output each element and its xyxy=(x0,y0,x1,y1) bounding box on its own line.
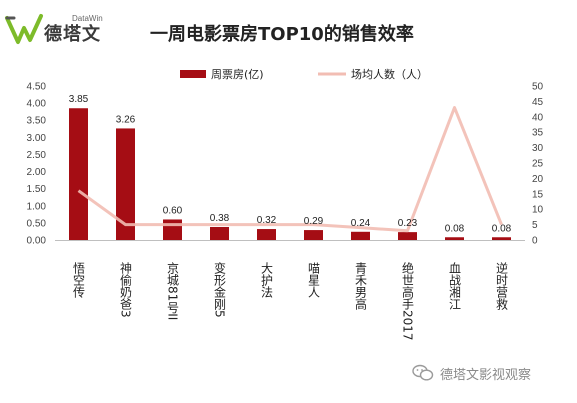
right-axis-tick-label: 0 xyxy=(532,236,538,247)
logo-english-name: DataWin xyxy=(72,14,103,23)
right-axis-tick-label: 20 xyxy=(532,174,544,185)
data-labels: 3.85 3.26 0.60 0.38 0.32 0.29 0.24 0.23 0.08 0.08 xyxy=(69,94,512,234)
line-series-path xyxy=(77,106,503,233)
bar-data-label: 0.08 xyxy=(492,223,512,234)
category-label: 逆时营救 xyxy=(495,261,509,310)
bar-data-label: 0.23 xyxy=(398,218,418,229)
legend-line-label: 场均人数（人） xyxy=(351,67,428,81)
left-axis-tick-label: 0.50 xyxy=(27,218,47,229)
bar-data-label: 3.85 xyxy=(69,94,89,105)
right-axis-tick-label: 45 xyxy=(532,97,544,108)
bar-data-label: 0.38 xyxy=(210,213,230,224)
category-label: 血战湘江 xyxy=(448,262,462,310)
left-axis-tick-label: 1.00 xyxy=(27,201,47,212)
legend-bar-label: 周票房(亿) xyxy=(211,68,264,81)
category-label: 绝世高手2017 xyxy=(401,261,415,341)
category-label: 大护法 xyxy=(260,262,274,298)
logo: DataWin 德塔文 xyxy=(4,8,114,48)
bar xyxy=(398,232,417,240)
wechat-icon xyxy=(412,364,434,381)
right-axis-tick-label: 50 xyxy=(532,82,544,93)
bar xyxy=(69,108,88,240)
bar xyxy=(257,229,276,240)
bar xyxy=(304,230,323,240)
left-axis-tick-label: 3.00 xyxy=(27,133,47,144)
category-label: 京城81号II xyxy=(166,262,180,321)
bar xyxy=(116,128,135,240)
bar-data-label: 0.29 xyxy=(304,216,324,227)
right-axis-tick-label: 40 xyxy=(532,112,544,123)
left-axis-tick-label: 2.50 xyxy=(27,150,47,161)
category-label: 青禾男高 xyxy=(354,262,368,311)
bar-data-label: 0.32 xyxy=(257,215,277,226)
bar-data-label: 0.60 xyxy=(163,205,183,216)
right-axis-tick-label: 25 xyxy=(532,159,544,170)
legend: 周票房(亿) 场均人数（人） xyxy=(180,67,428,81)
category-label: 神偷奶爸3 xyxy=(119,262,133,318)
left-axis-tick-label: 4.50 xyxy=(27,82,47,93)
watermark-text: 德塔文影视观察 xyxy=(440,367,532,383)
category-label: 喵星人 xyxy=(307,262,321,298)
right-axis-tick-label: 5 xyxy=(532,220,538,231)
category-labels: 悟空传 神偷奶爸3 京城81号II 变形金刚5 大护法 喵星人 青禾男高 绝世高手2017 血战… xyxy=(72,261,509,341)
right-axis-tick-label: 30 xyxy=(532,143,544,154)
datawin-logo-icon xyxy=(5,14,43,44)
bar xyxy=(210,226,229,240)
category-label: 变形金刚5 xyxy=(213,261,227,318)
left-axis-tick-label: 2.00 xyxy=(27,167,47,178)
logo-chinese-name: 德塔文 xyxy=(44,24,101,45)
line-series xyxy=(77,106,503,233)
bar xyxy=(445,237,464,240)
bar-data-label: 3.26 xyxy=(116,114,136,125)
legend-bar-swatch xyxy=(180,70,206,78)
bar-series xyxy=(69,108,511,240)
left-axis-tick-label: 1.50 xyxy=(27,184,47,195)
right-axis-tick-label: 15 xyxy=(532,189,544,200)
category-label: 悟空传 xyxy=(72,261,86,298)
left-axis-tick-label: 0.00 xyxy=(27,236,47,247)
bar xyxy=(351,231,370,240)
bar xyxy=(163,219,182,240)
watermark: 德塔文影视观察 xyxy=(412,362,531,384)
left-axis: 0.00 0.50 1.00 1.50 2.00 2.50 3.00 3.50 4.00 4.50 xyxy=(27,82,525,247)
left-axis-tick-label: 3.50 xyxy=(27,116,47,127)
right-axis-tick-label: 10 xyxy=(532,205,544,216)
bar xyxy=(492,237,511,240)
chart-title: 一周电影票房TOP10的销售效率 xyxy=(150,24,414,45)
right-axis-tick-label: 35 xyxy=(532,128,544,139)
bar-data-label: 0.08 xyxy=(445,223,465,234)
right-axis: 0 5 10 15 20 25 30 35 40 45 50 xyxy=(532,82,544,247)
left-axis-tick-label: 4.00 xyxy=(27,99,47,110)
bar-data-label: 0.24 xyxy=(351,218,371,229)
